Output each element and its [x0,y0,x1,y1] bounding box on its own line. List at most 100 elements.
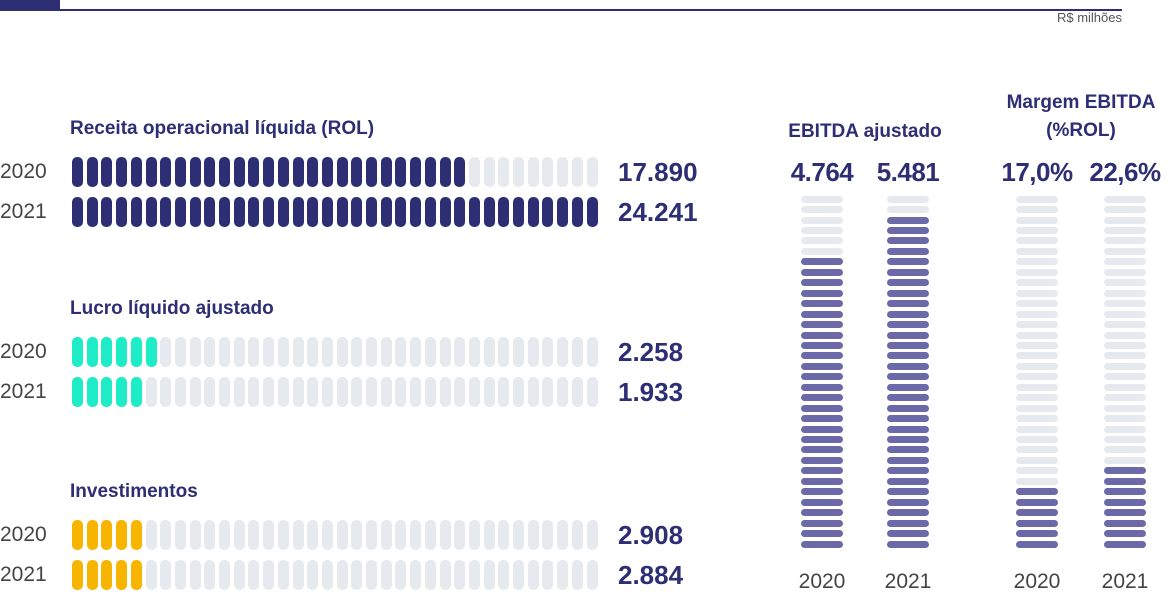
pill [1016,436,1058,444]
pill [513,337,524,367]
pill [454,520,466,550]
pill [277,157,289,187]
pill [887,206,929,214]
pill [1104,519,1146,527]
pill [498,520,510,550]
pill [321,157,333,187]
pill [292,377,304,407]
pill [1016,331,1058,339]
pill [557,197,569,227]
pill [219,520,230,550]
pill [801,383,843,391]
pill [1016,268,1058,276]
pill [424,520,436,550]
pill [248,197,260,227]
pill [1016,310,1058,318]
pill [86,197,98,227]
pill [307,157,319,187]
pill [145,377,157,407]
pill [1016,279,1058,287]
pill [189,560,201,590]
pill [145,520,157,550]
pill [439,560,451,590]
value-label: 5.481 [876,157,940,187]
pill [887,509,929,517]
pill [292,197,304,227]
pill [351,337,363,367]
pictograph-row [72,157,601,187]
pill [498,197,510,227]
panel-title: Margem EBITDA (%ROL) [1006,92,1156,141]
pill [887,300,929,308]
pill [571,337,583,367]
pill [321,337,333,367]
pill [351,197,363,227]
value-label: 2.908 [618,520,684,550]
pill [586,560,598,590]
pill [498,560,510,590]
pill [571,157,583,187]
pill [1016,206,1058,214]
pill [801,279,843,287]
pill [174,520,186,550]
pill [1104,540,1146,548]
pill [586,520,598,550]
pill [1104,415,1146,423]
pill [424,197,436,227]
pill [1016,352,1058,360]
pill [887,373,929,381]
pill [1016,446,1058,454]
value-label: 2.884 [618,560,684,590]
pill [116,337,128,367]
pill [116,560,128,590]
pill [1104,477,1146,485]
pill [887,321,929,329]
pill [204,560,216,590]
pill [887,540,929,548]
pill [410,520,422,550]
pill [801,394,843,402]
pill [263,560,275,590]
pill [307,337,319,367]
pill [887,195,929,203]
pill [292,520,304,550]
pictograph-column [801,195,843,551]
pill [527,337,539,367]
pill [1016,488,1058,496]
pill [1016,258,1058,266]
pill [174,377,186,407]
pill [101,157,113,187]
pill [248,337,260,367]
pill [1016,404,1058,412]
pill [513,560,524,590]
pill [801,530,843,538]
pill [801,446,843,454]
pill [1016,540,1058,548]
pill [1016,341,1058,349]
pill [160,157,172,187]
pill [571,377,583,407]
pill [424,560,436,590]
pill [1016,289,1058,297]
pill [204,520,216,550]
pill [160,560,172,590]
pill [189,520,201,550]
panel-title: Investimentos [70,481,198,502]
pill [483,197,495,227]
pill [86,337,98,367]
pill [571,197,583,227]
pill [542,337,554,367]
pill [395,560,407,590]
pill [586,197,598,227]
pill [1016,321,1058,329]
pill [801,352,843,360]
pill [801,404,843,412]
pill [454,337,466,367]
pill [410,337,422,367]
pill [801,425,843,433]
pill [801,477,843,485]
pill [527,560,539,590]
pill [336,337,348,367]
pill [801,289,843,297]
